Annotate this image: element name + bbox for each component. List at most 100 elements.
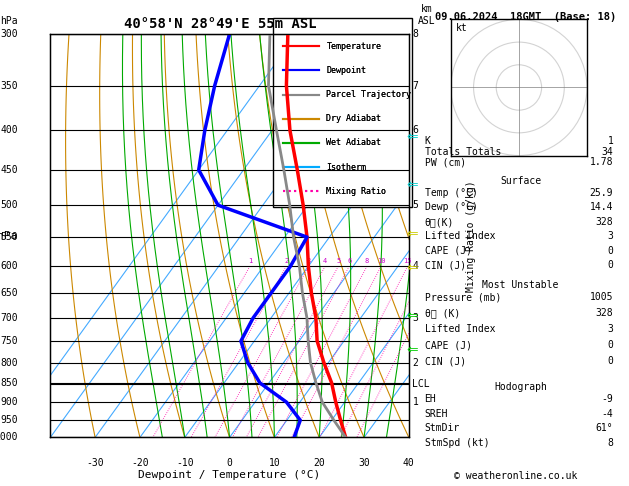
Text: 0: 0 [226, 458, 233, 468]
Text: SREH: SREH [425, 409, 448, 419]
Text: Temp (°C): Temp (°C) [425, 188, 477, 198]
Text: Dry Adiabat: Dry Adiabat [326, 114, 381, 123]
Text: 30: 30 [358, 458, 370, 468]
Text: 20: 20 [313, 458, 325, 468]
Text: 15: 15 [403, 258, 412, 264]
Text: 900: 900 [1, 397, 18, 407]
Text: StmSpd (kt): StmSpd (kt) [425, 438, 489, 448]
Text: CIN (J): CIN (J) [425, 356, 465, 366]
Text: hPa: hPa [0, 231, 18, 241]
Text: Mixing Ratio: Mixing Ratio [326, 187, 386, 196]
Text: EH: EH [425, 394, 437, 404]
Text: 7: 7 [413, 81, 418, 91]
Text: Temperature: Temperature [326, 42, 381, 51]
Text: Wet Adiabat: Wet Adiabat [326, 139, 381, 147]
Text: 09.06.2024  18GMT  (Base: 18): 09.06.2024 18GMT (Base: 18) [435, 12, 616, 22]
Text: 3: 3 [608, 324, 613, 334]
Text: 400: 400 [1, 125, 18, 136]
Text: 1: 1 [248, 258, 252, 264]
Text: hPa: hPa [1, 16, 18, 26]
Text: Totals Totals: Totals Totals [425, 147, 501, 157]
Text: kt: kt [455, 23, 467, 33]
Text: -10: -10 [176, 458, 194, 468]
Text: ⇐: ⇐ [406, 178, 418, 191]
Text: -4: -4 [601, 409, 613, 419]
Text: 10: 10 [377, 258, 386, 264]
Text: 1.78: 1.78 [590, 157, 613, 168]
Text: -30: -30 [86, 458, 104, 468]
Text: 40: 40 [403, 458, 415, 468]
Text: 550: 550 [1, 232, 18, 242]
Text: 328: 328 [596, 308, 613, 318]
FancyBboxPatch shape [272, 18, 413, 208]
Text: 3: 3 [608, 231, 613, 242]
Text: 1000: 1000 [0, 433, 18, 442]
Text: Isotherm: Isotherm [326, 163, 366, 172]
Text: 650: 650 [1, 288, 18, 298]
Text: Lifted Index: Lifted Index [425, 324, 495, 334]
Text: LCL: LCL [413, 379, 430, 389]
Text: θᴇ(K): θᴇ(K) [425, 217, 454, 227]
Text: θᴇ (K): θᴇ (K) [425, 308, 460, 318]
Text: 4: 4 [323, 258, 327, 264]
Text: ⇐: ⇐ [406, 226, 418, 240]
Text: ⇐: ⇐ [406, 343, 418, 357]
Text: 14.4: 14.4 [590, 202, 613, 212]
Text: 600: 600 [1, 261, 18, 271]
Text: 6: 6 [413, 125, 418, 136]
Text: 450: 450 [1, 165, 18, 175]
Text: CIN (J): CIN (J) [425, 260, 465, 271]
Text: -20: -20 [131, 458, 149, 468]
Text: 6: 6 [347, 258, 352, 264]
Text: 300: 300 [1, 29, 18, 39]
Text: Wet Adiabat: Wet Adiabat [326, 139, 381, 147]
Text: Dewpoint / Temperature (°C): Dewpoint / Temperature (°C) [138, 469, 321, 480]
Text: ⇐: ⇐ [406, 260, 418, 274]
Text: 8: 8 [365, 258, 369, 264]
Text: km
ASL: km ASL [418, 4, 436, 26]
Text: 2: 2 [284, 258, 288, 264]
Text: 350: 350 [1, 81, 18, 91]
Text: 0: 0 [608, 356, 613, 366]
Text: 3: 3 [413, 313, 418, 323]
Text: 8: 8 [608, 438, 613, 448]
Text: 3: 3 [306, 258, 311, 264]
Text: Parcel Trajectory: Parcel Trajectory [326, 90, 411, 99]
Text: Dewp (°C): Dewp (°C) [425, 202, 477, 212]
Text: Dry Adiabat: Dry Adiabat [326, 114, 381, 123]
Text: 1005: 1005 [590, 292, 613, 302]
Text: Hodograph: Hodograph [494, 382, 547, 393]
Text: Parcel Trajectory: Parcel Trajectory [326, 90, 411, 99]
Text: Dewpoint: Dewpoint [326, 66, 366, 75]
Text: 750: 750 [1, 336, 18, 346]
Text: 1: 1 [608, 136, 613, 146]
Text: Temperature: Temperature [326, 42, 381, 51]
Text: 25.9: 25.9 [590, 188, 613, 198]
Text: 61°: 61° [596, 423, 613, 434]
Text: 2: 2 [413, 358, 418, 367]
Text: Mixing Ratio (g/kg): Mixing Ratio (g/kg) [466, 180, 476, 292]
Text: Pressure (mb): Pressure (mb) [425, 292, 501, 302]
Text: 328: 328 [596, 217, 613, 227]
Text: 850: 850 [1, 378, 18, 388]
Text: Isotherm: Isotherm [326, 163, 366, 172]
Text: 40°58'N 28°49'E 55m ASL: 40°58'N 28°49'E 55m ASL [124, 17, 316, 31]
Text: © weatheronline.co.uk: © weatheronline.co.uk [454, 471, 577, 481]
Text: 0: 0 [608, 260, 613, 271]
Text: StmDir: StmDir [425, 423, 460, 434]
Text: 10: 10 [269, 458, 281, 468]
Text: 5: 5 [413, 200, 418, 210]
Text: 0: 0 [608, 246, 613, 256]
Text: 5: 5 [336, 258, 340, 264]
Text: CAPE (J): CAPE (J) [425, 246, 472, 256]
Text: 700: 700 [1, 313, 18, 323]
Text: 0: 0 [608, 340, 613, 350]
Text: Lifted Index: Lifted Index [425, 231, 495, 242]
Text: Surface: Surface [500, 176, 541, 186]
Text: K: K [425, 136, 430, 146]
Text: 800: 800 [1, 358, 18, 367]
Text: Dewpoint: Dewpoint [326, 66, 366, 75]
Text: ⇐: ⇐ [406, 129, 418, 143]
Text: Most Unstable: Most Unstable [482, 280, 559, 291]
Text: 1: 1 [413, 397, 418, 407]
